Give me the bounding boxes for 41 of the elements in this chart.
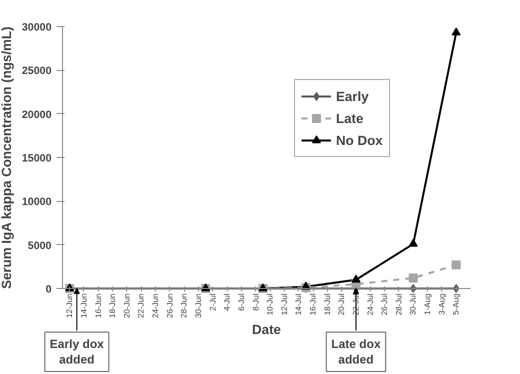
x-tick-label: 2-Jul	[208, 293, 218, 311]
x-tick-label: 26-Jun	[165, 293, 174, 318]
x-tick-label: 22-Jun	[136, 293, 146, 318]
y-tick-label: 25000	[22, 65, 52, 78]
x-tick-label: 14-Jun	[79, 293, 88, 318]
x-tick-label: 1-Aug	[423, 293, 432, 315]
legend-label: Late	[336, 110, 364, 126]
y-tick-label: 5000	[28, 240, 52, 252]
x-tick-label: 4-Jul	[222, 293, 232, 311]
x-tick-label: 26-Jul	[380, 293, 390, 316]
y-tick-label: 30000	[22, 22, 52, 34]
x-tick-label: 16-Jul	[308, 293, 318, 316]
x-tick-label: 12-Jun	[65, 293, 74, 318]
y-tick-label: 0	[46, 284, 52, 296]
y-tick-label: 15000	[22, 152, 52, 164]
x-tick-label: 18-Jul	[322, 293, 332, 316]
x-tick-label: 6-Jul	[236, 293, 246, 311]
legend-label: No Dox	[336, 132, 383, 148]
x-tick-label: 24-Jun	[151, 293, 160, 318]
x-tick-label: 16-Jun	[94, 293, 103, 318]
legend-label: Early	[336, 88, 369, 104]
y-axis-title: Serum IgA kappa Concentration (ngs/mL)	[0, 26, 14, 289]
x-tick-label: 28-Jun	[180, 293, 189, 318]
x-tick-label: 30-Jul	[408, 293, 418, 316]
x-tick-label: 14-Jul	[294, 293, 304, 316]
x-axis-title: Date	[252, 322, 281, 337]
y-tick-label: 10000	[22, 196, 52, 208]
x-tick-label: 10-Jul	[266, 293, 275, 316]
x-tick-label: 20-Jul	[337, 293, 346, 316]
x-tick-label: 8-Jul	[251, 293, 260, 311]
x-tick-label: 30-Jun	[194, 293, 203, 318]
x-tick-label: 28-Jul	[394, 293, 404, 316]
x-tick-label: 5-Aug	[452, 293, 461, 315]
y-tick-label: 20000	[22, 108, 52, 121]
x-tick-label: 3-Aug	[437, 293, 446, 315]
annotation: Late dox added	[331, 337, 381, 366]
x-tick-label: 18-Jun	[108, 293, 118, 318]
x-tick-label: 24-Jul	[366, 293, 375, 316]
x-tick-label: 20-Jun	[122, 293, 132, 318]
x-tick-label: 12-Jul	[280, 293, 289, 316]
annotation: Early dox added	[50, 337, 104, 366]
